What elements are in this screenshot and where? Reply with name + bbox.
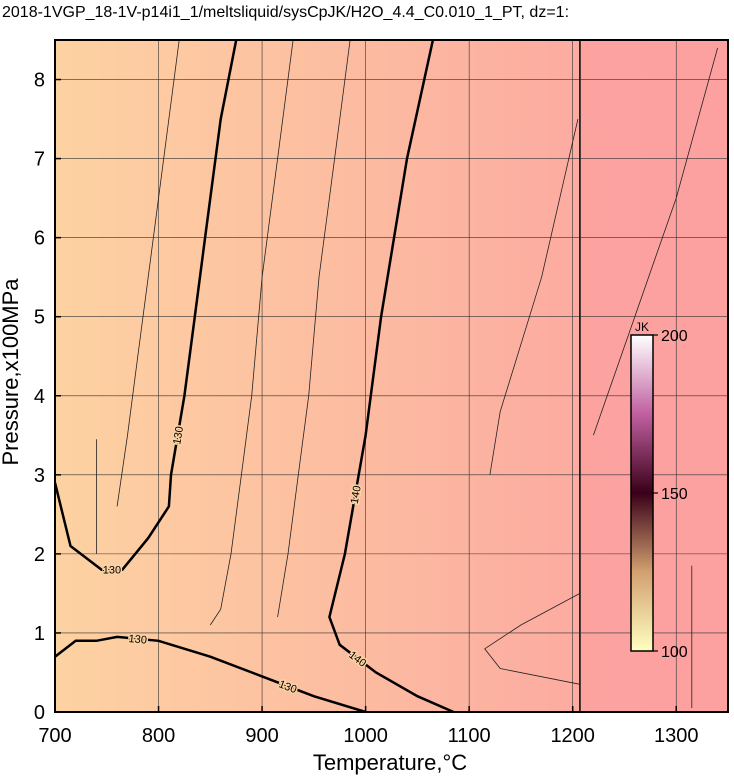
- contour-line: [328, 40, 455, 712]
- y-tick-label: 0: [34, 702, 45, 724]
- x-tick-label: 1300: [654, 725, 699, 747]
- contour-line: [55, 635, 366, 712]
- y-tick-label: 3: [34, 465, 45, 487]
- chart-title: 2018-1VGP_18-1V-p14i1_1/meltsliquid/sysC…: [2, 4, 569, 21]
- y-tick-label: 1: [34, 623, 45, 645]
- contour-label: 130: [171, 425, 186, 445]
- contour-line: [55, 40, 238, 571]
- minor-contour: [593, 47, 718, 436]
- minor-contour: [116, 40, 180, 507]
- contour-label: 130: [128, 633, 147, 647]
- minor-contour: [484, 593, 581, 685]
- region-background: [579, 40, 728, 712]
- y-tick-label: 5: [34, 307, 45, 329]
- minor-contour: [277, 40, 351, 618]
- y-tick-label: 8: [34, 70, 45, 92]
- y-tick-label: 2: [34, 544, 45, 566]
- y-tick-label: 6: [34, 228, 45, 250]
- contour-label: 130: [103, 565, 121, 577]
- colorbar-tick-label: 150: [661, 486, 688, 503]
- plot-frame: [54, 39, 729, 713]
- x-tick-label: 1100: [448, 725, 491, 747]
- colorbar-tick-label: 200: [661, 328, 688, 345]
- x-tick-label: 1200: [550, 725, 595, 747]
- y-tick-label: 4: [34, 386, 45, 408]
- x-tick-label: 900: [245, 725, 278, 747]
- colorbar-label: JK: [635, 320, 649, 334]
- y-axis-label: Pressure,x100MPa: [0, 278, 23, 466]
- x-axis-label: Temperature,°C: [313, 750, 467, 775]
- colorbar: [630, 334, 654, 652]
- x-tick-label: 700: [38, 725, 71, 747]
- minor-contour: [489, 119, 579, 475]
- y-tick-label: 7: [34, 149, 45, 171]
- minor-contour: [209, 40, 294, 626]
- x-tick-label: 800: [142, 725, 175, 747]
- colorbar-tick-label: 100: [661, 644, 688, 661]
- contour-label: 140: [349, 485, 364, 505]
- x-tick-label: 1000: [343, 725, 388, 747]
